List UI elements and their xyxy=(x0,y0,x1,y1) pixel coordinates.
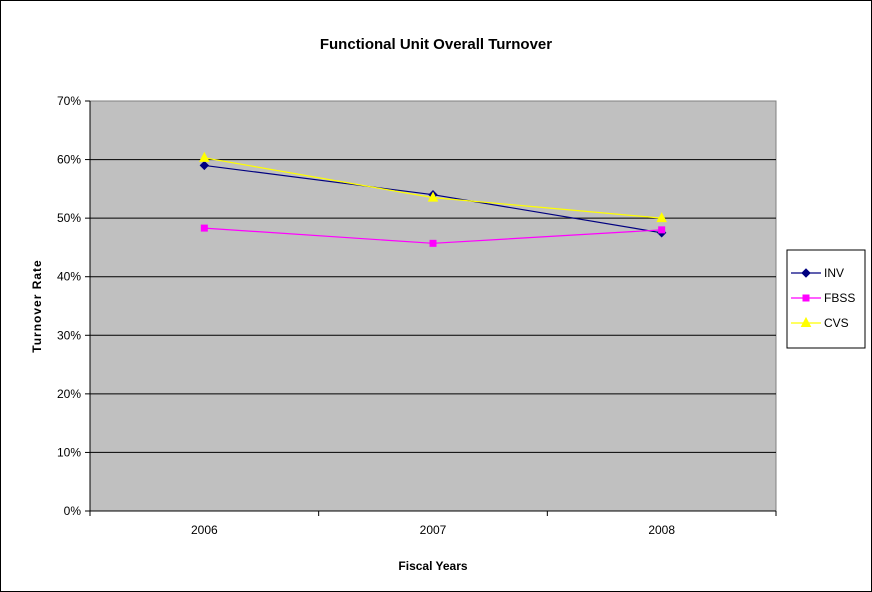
y-tick-label: 30% xyxy=(57,328,81,342)
data-point xyxy=(199,160,210,171)
x-tick-label: 2007 xyxy=(420,523,447,537)
x-axis-ticks: 2006 2007 2008 xyxy=(89,510,777,537)
legend-box xyxy=(786,249,866,349)
legend-label: CVS xyxy=(824,316,849,330)
y-tick-label: 70% xyxy=(57,94,81,108)
chart-title: Functional Unit Overall Turnover xyxy=(320,36,552,53)
legend-marker xyxy=(800,316,812,327)
legend: INV FBSS CVS xyxy=(786,249,866,349)
legend-entry-fbss: FBSS xyxy=(791,291,855,305)
legend-marker xyxy=(801,268,811,278)
legend-entry-inv: INV xyxy=(791,266,844,280)
series-fbss xyxy=(200,224,666,247)
data-point xyxy=(200,224,208,232)
x-tick-label: 2008 xyxy=(648,523,675,537)
x-axis-label: Fiscal Years xyxy=(398,559,467,573)
series-cvs xyxy=(199,151,667,223)
legend-label: INV xyxy=(824,266,844,280)
data-point xyxy=(658,226,666,234)
data-point xyxy=(199,151,210,162)
series-layer xyxy=(199,151,667,247)
y-tick-label: 60% xyxy=(57,153,81,167)
y-tick-label: 10% xyxy=(57,445,81,459)
legend-label: FBSS xyxy=(824,291,855,305)
y-axis-label: Turnover Rate xyxy=(30,259,44,352)
data-point xyxy=(427,191,439,202)
plot-area xyxy=(89,100,777,512)
y-tick-label: 0% xyxy=(64,504,82,518)
legend-marker xyxy=(802,294,810,302)
y-tick-label: 50% xyxy=(57,211,81,225)
legend-entry-cvs: CVS xyxy=(791,316,849,330)
x-tick-label: 2006 xyxy=(191,523,218,537)
data-point xyxy=(656,212,667,223)
y-tick-label: 20% xyxy=(57,387,81,401)
y-tick-label: 40% xyxy=(57,270,81,284)
data-point xyxy=(429,239,437,247)
y-axis-ticks: 0% 10% 20% 30% 40% 50% 60% 70% xyxy=(57,94,91,518)
